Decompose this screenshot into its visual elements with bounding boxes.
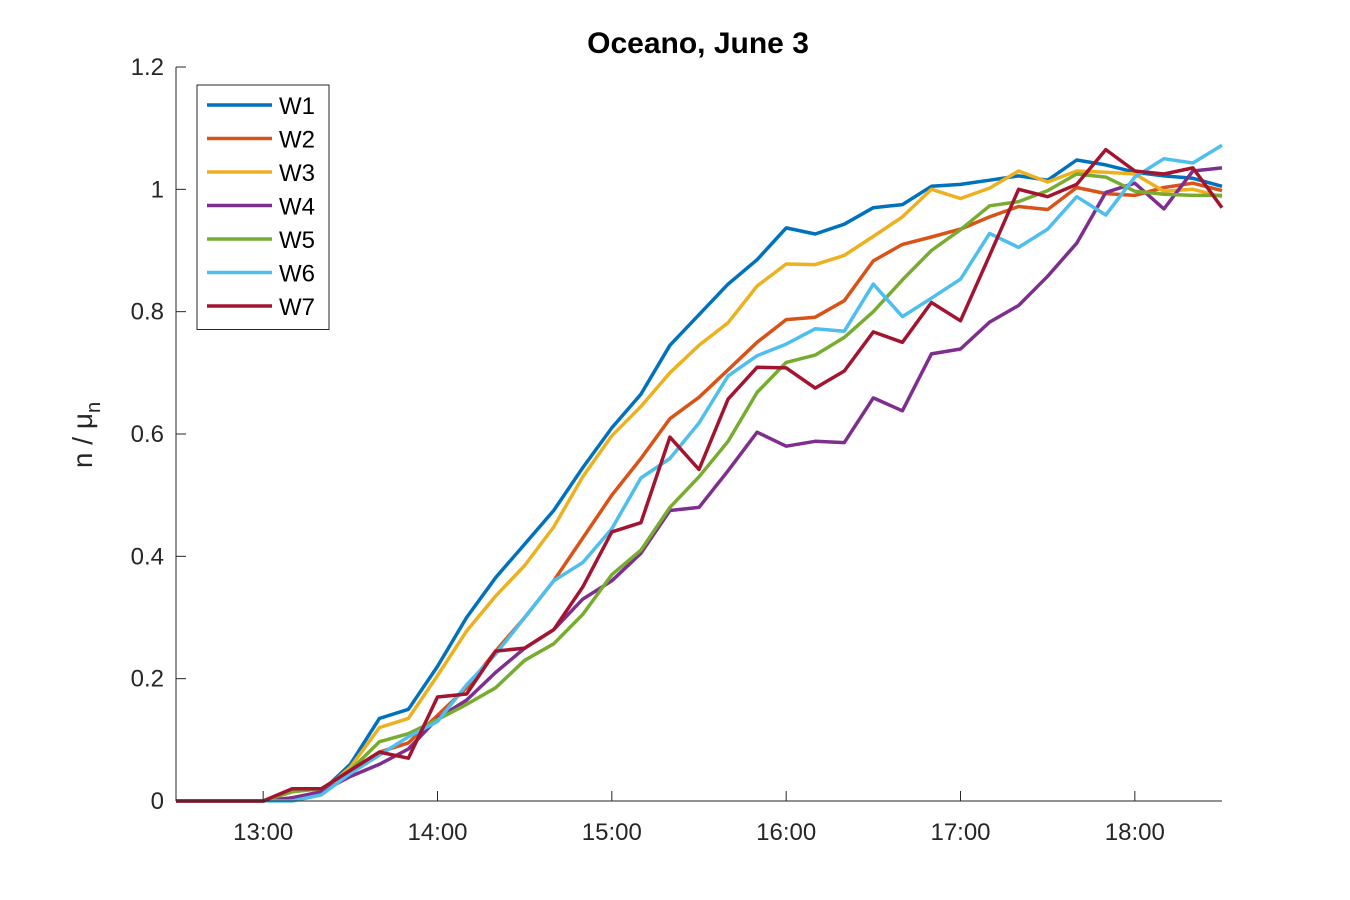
x-tick-label: 18:00 bbox=[1105, 819, 1165, 846]
y-tick-label: 0.4 bbox=[131, 543, 164, 570]
y-tick-label: 0.8 bbox=[131, 299, 164, 326]
x-tick-label: 15:00 bbox=[582, 819, 642, 846]
legend-label-w4: W4 bbox=[279, 194, 315, 221]
x-tick-label: 16:00 bbox=[756, 819, 816, 846]
plot-area bbox=[176, 143, 1224, 803]
series-line-w6 bbox=[176, 143, 1223, 803]
y-tick-label: 1 bbox=[151, 176, 164, 203]
legend-label-w5: W5 bbox=[279, 227, 315, 254]
legend-label-w2: W2 bbox=[279, 127, 315, 154]
chart-title: Oceano, June 3 bbox=[587, 27, 809, 60]
y-tick-label: 0.6 bbox=[131, 421, 164, 448]
legend-label-w3: W3 bbox=[279, 160, 315, 187]
x-tick-label: 17:00 bbox=[930, 819, 990, 846]
legend-label-w6: W6 bbox=[279, 261, 315, 288]
legend: W1 W2 W3 W4 W5 W6 W7 bbox=[196, 84, 330, 330]
y-tick-label: 0 bbox=[151, 788, 164, 815]
y-tick-label: 1.2 bbox=[131, 54, 164, 81]
legend-label-w1: W1 bbox=[279, 93, 315, 120]
y-axis-label: n / μn bbox=[67, 402, 105, 468]
series-line-w2 bbox=[176, 181, 1223, 803]
axes: 0 0.2 0.4 0.6 0.8 1 1.2 13:00 14:00 15:00 16:00 17:… bbox=[131, 54, 1222, 846]
series-line-w3 bbox=[176, 169, 1223, 803]
series-line-w7 bbox=[176, 147, 1224, 803]
series-line-w4 bbox=[176, 166, 1223, 803]
series-line-w5 bbox=[176, 172, 1222, 803]
legend-label-w7: W7 bbox=[279, 294, 315, 321]
x-tick-label: 14:00 bbox=[407, 819, 467, 846]
y-axis-label-subscript: n bbox=[83, 402, 105, 413]
y-axis-label-main: n / μ bbox=[67, 413, 98, 468]
y-tick-label: 0.2 bbox=[131, 666, 164, 693]
x-tick-label: 13:00 bbox=[233, 819, 293, 846]
